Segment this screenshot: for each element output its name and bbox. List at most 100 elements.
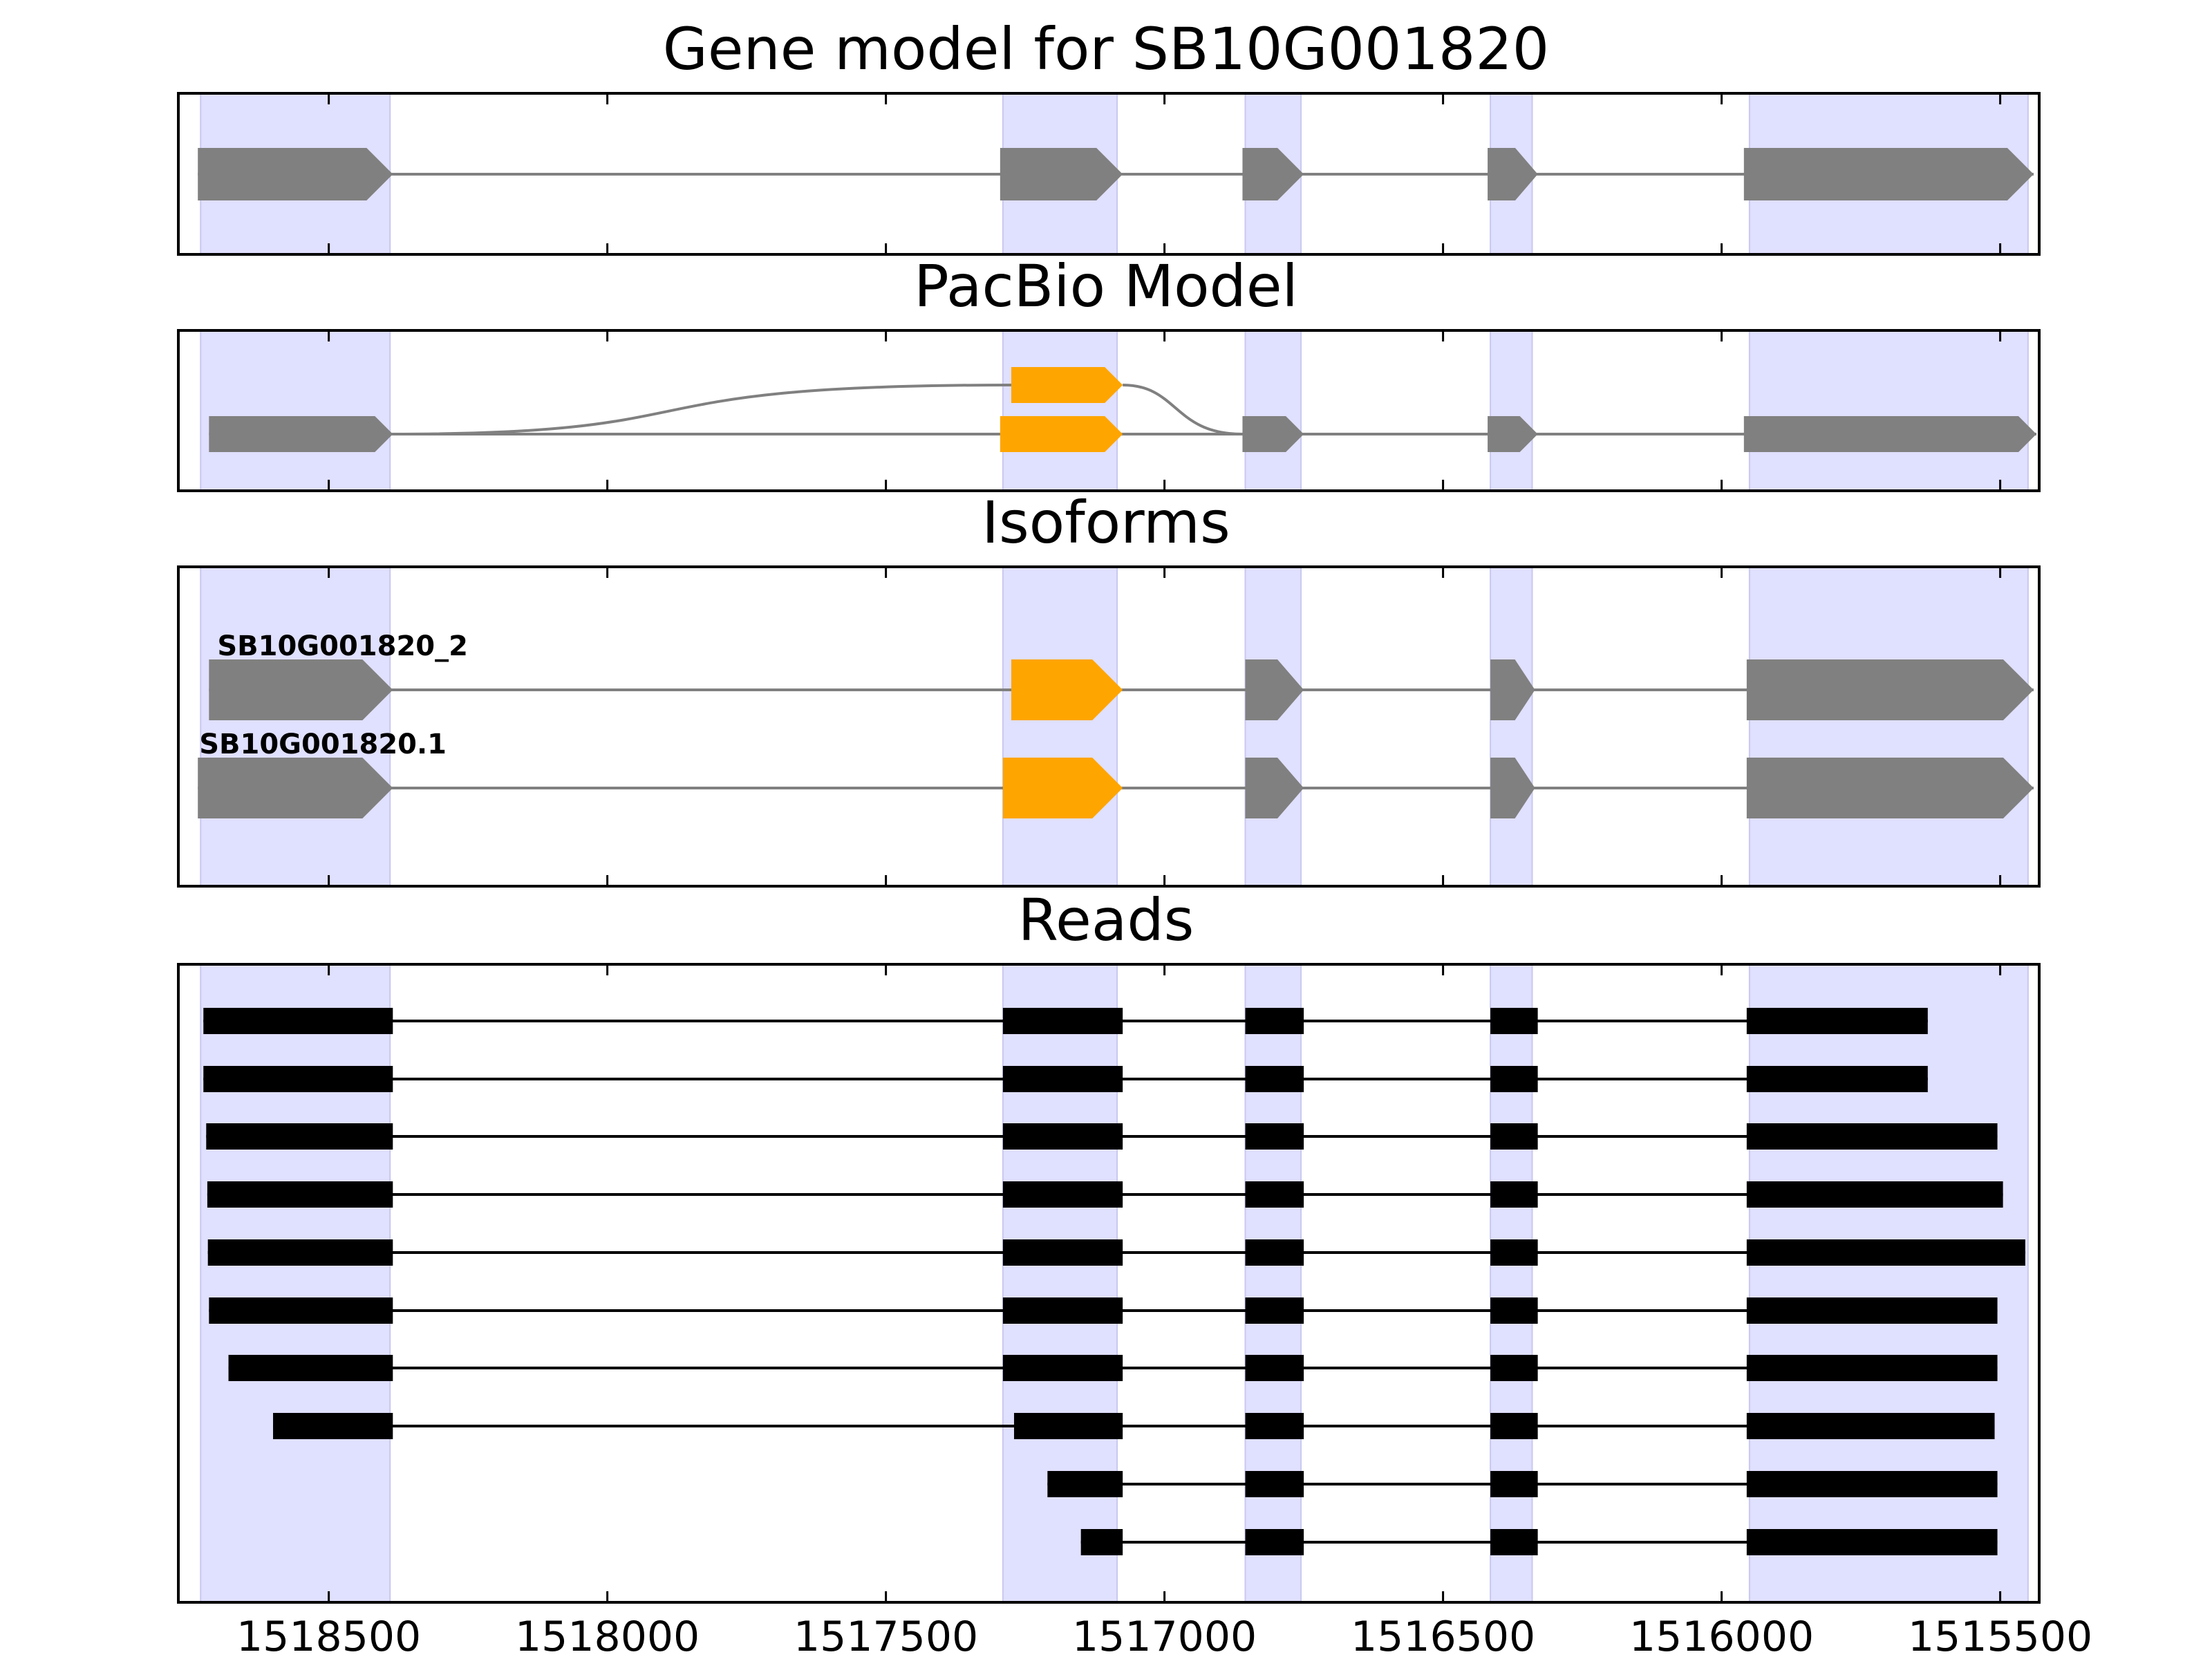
x-tick-label: 1518500 — [236, 1613, 421, 1659]
alt-exon-arrow — [1000, 416, 1123, 452]
reads-title: Reads — [1018, 886, 1194, 954]
isoform-label: SB10G001820.1 — [199, 729, 447, 760]
panel-frame — [177, 963, 2041, 1604]
exon-arrow — [1488, 416, 1538, 452]
x-tick-label: 1517000 — [1072, 1613, 1257, 1659]
x-tick-label: 1516500 — [1351, 1613, 1535, 1659]
alt-exon-arrow — [1002, 758, 1123, 818]
exon-arrow — [1488, 148, 1538, 200]
exon-arrow — [1242, 416, 1304, 452]
read-exon-block — [1490, 1413, 1538, 1439]
gene-model-title: Gene model for SB10G001820 — [663, 15, 1549, 83]
exon-arrow — [1242, 148, 1304, 200]
read-exon-block — [203, 1008, 393, 1034]
exon-region-band — [1748, 964, 2029, 1603]
exon-region-band — [1748, 566, 2029, 887]
read-exon-block — [1746, 1181, 2003, 1208]
read-exon-block — [1245, 1008, 1304, 1034]
read-exon-block — [1490, 1297, 1538, 1324]
exon-arrow — [1490, 758, 1535, 818]
read-exon-block — [1080, 1529, 1123, 1555]
exon-region-band — [1244, 330, 1302, 491]
read-exon-block — [207, 1181, 393, 1208]
read-exon-block — [1746, 1297, 1998, 1324]
read-exon-block — [1746, 1123, 1998, 1150]
read-exon-block — [1245, 1413, 1304, 1439]
read-exon-block — [206, 1123, 393, 1150]
read-exon-block — [1047, 1471, 1123, 1497]
exon-region-band — [1490, 330, 1533, 491]
read-exon-block — [1746, 1471, 1998, 1497]
isoform-label: SB10G001820_2 — [217, 630, 468, 662]
exon-arrow — [198, 758, 393, 818]
read-exon-block — [1746, 1239, 2025, 1266]
read-exon-block — [203, 1066, 393, 1092]
exon-region-band — [200, 330, 391, 491]
read-exon-block — [1490, 1355, 1538, 1381]
x-tick-label: 1516000 — [1629, 1613, 1814, 1659]
exon-arrow — [1743, 416, 2036, 452]
read-exon-block — [1245, 1529, 1304, 1555]
read-exon-block — [1245, 1066, 1304, 1092]
read-exon-block — [273, 1413, 393, 1439]
exon-region-band — [200, 566, 391, 887]
read-exon-block — [1490, 1529, 1538, 1555]
exon-arrow — [209, 416, 393, 452]
exon-arrow — [1245, 659, 1304, 720]
read-exon-block — [1490, 1181, 1538, 1208]
exon-region-band — [1244, 566, 1302, 887]
read-exon-block — [1746, 1066, 1928, 1092]
panel-frame — [177, 565, 2041, 888]
alt-splice-curve — [1123, 384, 1243, 435]
alt-exon-arrow — [1011, 659, 1123, 720]
exon-arrow — [1743, 148, 2034, 200]
read-exon-block — [1245, 1181, 1304, 1208]
read-exon-block — [1490, 1471, 1538, 1497]
read-exon-block — [1746, 1413, 1995, 1439]
read-exon-block — [1490, 1066, 1538, 1092]
read-exon-block — [1746, 1008, 1928, 1034]
exon-region-band — [1002, 330, 1118, 491]
pacbio-model-title: PacBio Model — [914, 252, 1298, 320]
alt-splice-curve — [393, 384, 1011, 435]
exon-region-band — [1002, 964, 1118, 1603]
read-exon-block — [1013, 1413, 1123, 1439]
panel-frame — [177, 92, 2041, 256]
read-exon-block — [228, 1355, 393, 1381]
x-tick-label: 1518000 — [515, 1613, 700, 1659]
exon-region-band — [1490, 964, 1533, 1603]
exon-arrow — [209, 659, 393, 720]
read-exon-block — [1746, 1529, 1998, 1555]
exon-arrow — [1746, 758, 2034, 818]
exon-region-band — [1748, 330, 2029, 491]
x-tick-label: 1517500 — [794, 1613, 978, 1659]
read-exon-block — [1245, 1239, 1304, 1266]
exon-arrow — [1245, 758, 1304, 818]
plot-layer: SB10G001820_2 SB10G001820.1 1518500 1518000… — [177, 92, 2092, 1659]
read-exon-block — [1490, 1239, 1538, 1266]
exon-arrow — [1000, 148, 1123, 200]
read-exon-block — [1245, 1297, 1304, 1324]
exon-arrow — [1746, 659, 2034, 720]
read-exon-block — [1002, 1008, 1123, 1034]
x-tick-label: 1515500 — [1908, 1613, 2092, 1659]
read-exon-block — [209, 1297, 393, 1324]
exon-region-band — [1002, 566, 1118, 887]
panel-frame — [177, 329, 2041, 492]
read-exon-block — [1002, 1297, 1123, 1324]
exon-region-band — [200, 964, 391, 1603]
exon-region-band — [1244, 964, 1302, 1603]
read-exon-block — [1245, 1355, 1304, 1381]
exon-region-band — [1490, 566, 1533, 887]
read-exon-block — [1245, 1471, 1304, 1497]
exon-arrow — [1490, 659, 1535, 720]
read-exon-block — [1746, 1355, 1998, 1381]
read-exon-block — [1002, 1066, 1123, 1092]
read-exon-block — [1002, 1181, 1123, 1208]
read-exon-block — [1490, 1123, 1538, 1150]
read-exon-block — [1002, 1239, 1123, 1266]
isoforms-title: Isoforms — [982, 489, 1230, 556]
read-exon-block — [1245, 1123, 1304, 1150]
read-exon-block — [1002, 1123, 1123, 1150]
